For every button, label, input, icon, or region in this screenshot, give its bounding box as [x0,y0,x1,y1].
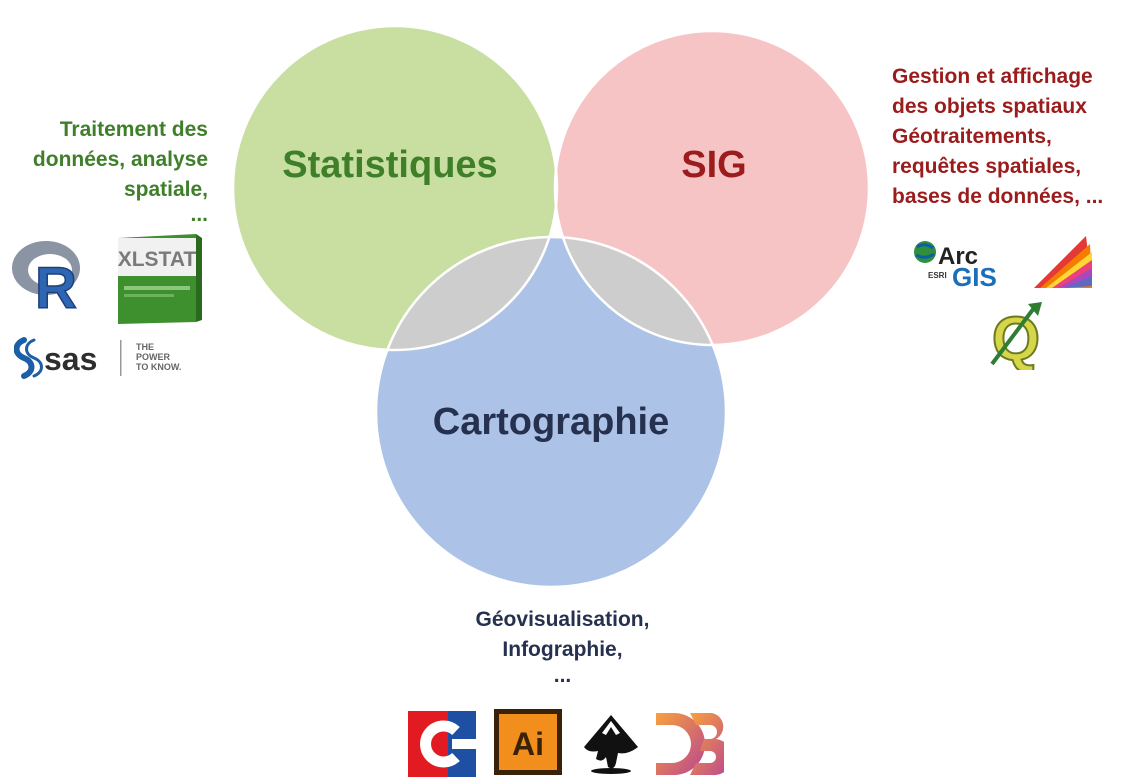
illustrator-logo-text: Ai [512,726,544,762]
description-line: des objets spatiaux [892,95,1087,118]
description-line: requêtes spatiales, [892,155,1082,178]
qgis-logo-letter: Q [992,305,1040,370]
description-line: spatiale, [123,178,208,201]
description-line: Géotraitements, [892,125,1052,148]
description-line: Géovisualisation, [475,608,650,631]
arcgis-logo-icon: Arc ESRI GIS [914,241,997,292]
description-line: ... [553,664,572,687]
qgis-logo-icon: Q [990,302,1042,370]
arcgis-text-bottom: GIS [952,262,997,292]
illustrator-logo-icon: Ai [494,709,562,775]
overlap-stats-carto [376,237,557,350]
xlstat-logo-text: XLSTAT [118,248,197,271]
label-statistiques: Statistiques [282,144,497,186]
outline-carto [374,235,728,589]
rainbow-fan-icon [1034,236,1092,288]
r-logo-icon: R [12,241,80,314]
inkscape-logo-icon [584,715,638,774]
overlap-sig-carto [555,237,726,345]
sas-tagline-line: TO KNOW. [136,362,181,372]
arcgis-text-top: Arc [938,243,978,270]
description-line: ... [190,203,208,226]
description-sig: Gestion et affichage des objets spatiaux… [892,62,1103,212]
label-sig: SIG [681,144,746,186]
outline-stats [231,24,559,352]
description-cartographie: Géovisualisation, Infographie, ... [420,605,705,687]
description-line: Infographie, [502,638,623,661]
label-cartographie: Cartographie [433,401,669,443]
xlstat-box-icon: XLSTAT [118,234,202,324]
sas-tagline-line: THE [136,342,154,352]
arcgis-vendor: ESRI [928,271,947,280]
sas-tagline-line: POWER [136,352,171,362]
sas-logo-text: sas [44,341,97,377]
description-line: bases de données, ... [892,185,1104,208]
d3-logo-icon [656,713,724,776]
description-line: Traitement des [59,118,208,141]
description-line: Gestion et affichage [892,65,1093,88]
sas-logo-icon: sas THE POWER TO KNOW. [14,337,181,379]
r-logo-letter: R [35,256,77,314]
corel-logo-icon [408,711,476,777]
description-line: données, analyse [32,148,208,171]
description-statistiques: Traitement des données, analyse spatiale… [33,115,208,225]
